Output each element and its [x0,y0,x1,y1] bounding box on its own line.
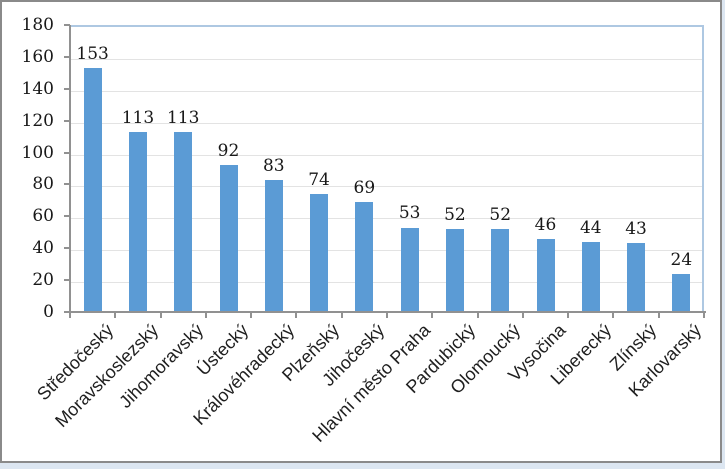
bar[interactable] [400,227,419,312]
bar[interactable] [174,131,193,312]
bar[interactable] [128,131,147,312]
bar[interactable] [491,229,510,312]
bar[interactable] [581,241,600,312]
y-axis-tick [64,24,70,26]
data-label: 113 [121,107,155,128]
y-axis-label: 140 [21,78,54,99]
y-axis-label: 160 [21,46,54,67]
data-label: 113 [166,107,200,128]
y-axis-label: 0 [43,302,54,322]
gridline [70,90,702,92]
y-axis-tick [64,311,70,313]
data-label: 46 [534,214,557,235]
data-label: 24 [670,249,693,270]
data-label: 52 [489,205,512,226]
data-label: 52 [444,205,466,226]
x-axis-tick [703,313,705,318]
bar[interactable] [536,238,555,312]
y-axis-tick [64,247,70,250]
data-label: 92 [217,141,240,162]
y-axis-line [69,25,71,312]
x-axis-tick [159,313,162,318]
gridline [70,58,702,60]
x-axis-tick [340,313,343,318]
x-axis-tick [69,313,71,318]
y-axis-label: 20 [32,270,54,291]
y-axis-tick [64,87,70,90]
x-axis-tick [250,313,253,318]
x-axis-tick [657,313,660,318]
gridline [70,154,702,156]
x-axis-tick [567,313,570,318]
gridline [70,282,702,284]
y-axis-tick [64,119,70,122]
y-axis-label: 180 [21,15,54,35]
x-axis-tick [295,313,298,318]
data-label: 43 [625,219,647,240]
y-axis-label: 40 [32,238,54,259]
y-axis-label: 60 [32,206,54,227]
bar[interactable] [627,243,646,312]
x-axis-tick [612,313,615,318]
x-axis-line [68,311,706,313]
gridline [70,122,702,124]
plot-area[interactable] [70,25,704,312]
x-axis-tick [476,313,479,318]
gridline [70,250,702,252]
x-axis-tick [386,313,388,318]
x-axis-tick [521,313,524,318]
bar[interactable] [264,179,283,312]
bar[interactable] [445,229,464,312]
gridline [70,186,702,188]
data-label: 44 [579,217,602,238]
gridline [70,218,702,220]
data-label: 153 [76,44,109,65]
y-axis-tick [64,279,70,282]
y-axis-label: 120 [21,110,54,131]
data-label: 69 [353,177,376,198]
bar[interactable] [355,201,374,312]
x-axis-tick [431,313,434,318]
data-label: 53 [398,203,421,224]
bar[interactable] [672,273,691,312]
x-axis-tick [114,313,117,318]
y-axis-label: 80 [32,174,54,195]
bar[interactable] [83,68,102,312]
data-label: 83 [262,155,285,176]
bar[interactable] [219,165,238,312]
data-label: 74 [308,170,330,190]
y-axis-tick [64,151,70,154]
y-axis-tick [64,55,70,58]
y-axis-tick [64,183,70,186]
y-axis-label: 100 [21,142,54,163]
bar[interactable] [310,194,329,312]
x-axis-tick [204,313,207,318]
y-axis-tick [64,215,70,218]
